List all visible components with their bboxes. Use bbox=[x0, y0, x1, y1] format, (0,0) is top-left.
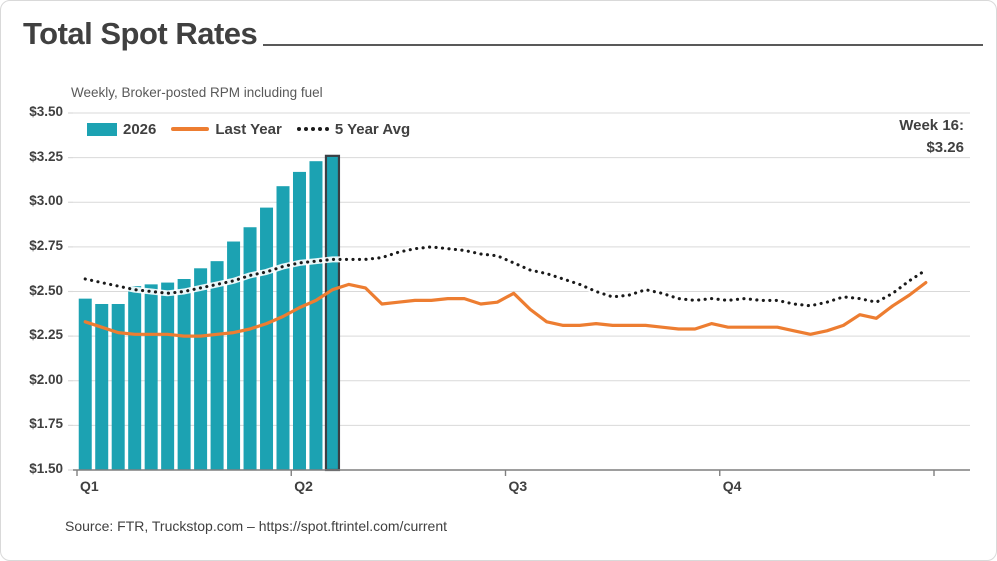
legend-label: 5 Year Avg bbox=[334, 120, 411, 138]
chart-subtitle: Weekly, Broker-posted RPM including fuel bbox=[71, 85, 323, 100]
bar-week-16-highlighted bbox=[324, 154, 341, 472]
y-axis-label: $3.25 bbox=[29, 148, 63, 164]
legend-item-last-year: Last Year bbox=[171, 120, 282, 138]
line-swatch-icon bbox=[171, 127, 210, 131]
y-axis-label: $1.75 bbox=[29, 416, 63, 432]
chart-legend: 2026 Last Year 5 Year Avg bbox=[87, 117, 410, 141]
bar-week-3 bbox=[111, 303, 125, 470]
x-axis-label-q4: Q4 bbox=[722, 478, 742, 494]
bar-week-5 bbox=[144, 284, 158, 470]
title-row: Total Spot Rates bbox=[23, 16, 983, 51]
y-axis-label: $1.50 bbox=[29, 461, 63, 476]
y-axis-label: $2.25 bbox=[29, 327, 63, 343]
legend-label: Last Year bbox=[215, 120, 282, 138]
y-axis-label: $3.00 bbox=[29, 193, 63, 209]
bar-week-2 bbox=[95, 303, 109, 470]
bar-week-10 bbox=[227, 241, 241, 470]
current-week-value: $3.26 bbox=[926, 139, 964, 156]
x-axis-label-q3: Q3 bbox=[508, 478, 528, 494]
y-axis-label: $2.50 bbox=[29, 282, 63, 298]
y-axis-label: $2.00 bbox=[29, 371, 63, 387]
five-year-avg-dotted-line bbox=[83, 245, 928, 308]
bar-week-4 bbox=[128, 286, 142, 470]
source-note: Source: FTR, Truckstop.com – https://spo… bbox=[65, 518, 448, 534]
current-week-label: Week 16: bbox=[899, 117, 964, 134]
dotted-swatch-icon bbox=[296, 127, 329, 131]
legend-item-2026: 2026 bbox=[87, 121, 156, 138]
bar-swatch-icon bbox=[87, 122, 117, 136]
bar-week-14 bbox=[292, 171, 306, 470]
last-year-line bbox=[83, 281, 928, 338]
y-axis-label: $3.50 bbox=[29, 104, 63, 119]
bar-week-6 bbox=[161, 282, 175, 470]
page-title: Total Spot Rates bbox=[23, 16, 258, 51]
current-week-callout: Week 16: $3.26 bbox=[899, 115, 964, 159]
bar-week-15 bbox=[309, 161, 323, 470]
bar-week-13 bbox=[276, 186, 290, 470]
bar-week-1 bbox=[78, 298, 92, 470]
title-underline bbox=[263, 43, 983, 47]
bar-week-12 bbox=[260, 207, 274, 470]
bar-week-9 bbox=[210, 261, 224, 470]
bar-week-8 bbox=[194, 268, 208, 470]
x-axis-label-q2: Q2 bbox=[294, 478, 313, 494]
x-axis-label-q1: Q1 bbox=[80, 478, 99, 494]
legend-item-5-year-avg: 5 Year Avg bbox=[296, 120, 411, 138]
legend-label: 2026 bbox=[123, 120, 157, 138]
plot-area bbox=[68, 112, 970, 485]
y-axis-label: $2.75 bbox=[29, 237, 63, 253]
bar-week-11 bbox=[243, 227, 257, 470]
bar-week-7 bbox=[177, 279, 191, 470]
